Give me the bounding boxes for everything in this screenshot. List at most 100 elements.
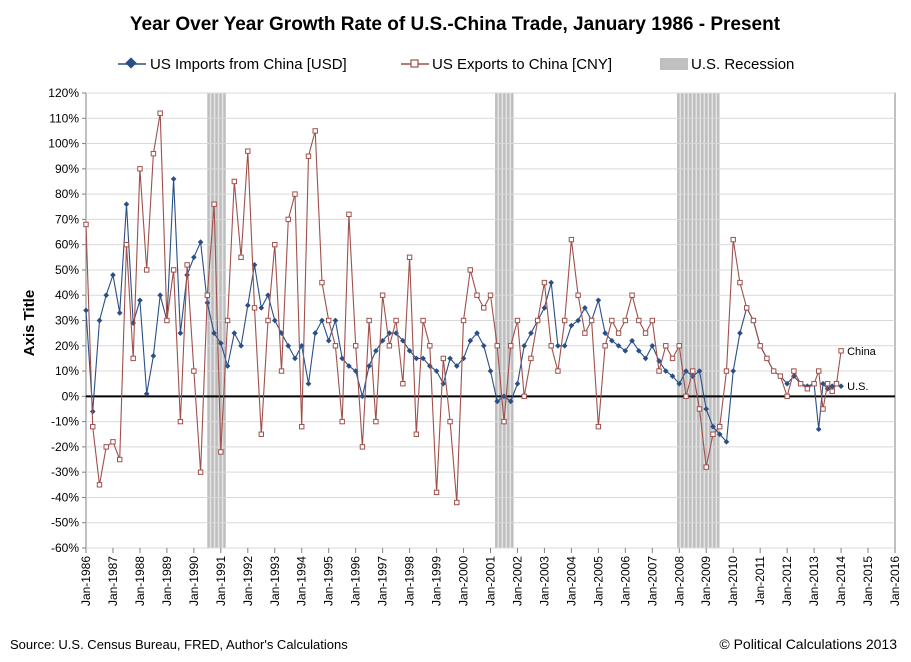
data-point-exports	[204, 292, 211, 298]
data-point-exports	[829, 388, 835, 394]
data-point-imports	[716, 431, 723, 438]
data-point-imports	[271, 317, 278, 324]
data-point-exports	[561, 317, 568, 324]
data-point-imports	[541, 305, 548, 311]
y-tick-label: 90%	[55, 162, 79, 176]
data-point-imports	[123, 201, 130, 208]
data-point-imports	[480, 342, 487, 349]
data-point-imports	[737, 330, 743, 336]
x-tick-label: Jan-2007	[645, 556, 659, 606]
data-point-exports	[211, 201, 217, 207]
x-tick-label: Jan-1999	[430, 556, 444, 606]
y-tick-label: 70%	[55, 212, 79, 226]
data-point-imports	[662, 368, 669, 374]
data-point-imports	[197, 239, 204, 245]
data-point-imports	[453, 363, 460, 369]
data-point-exports	[117, 456, 123, 463]
data-point-exports	[137, 166, 143, 172]
x-tick-label: Jan-1994	[295, 556, 309, 606]
data-point-exports	[683, 393, 689, 400]
data-point-imports	[582, 305, 588, 311]
data-point-exports	[534, 317, 541, 324]
data-point-imports	[373, 348, 379, 354]
data-point-exports	[130, 355, 136, 362]
data-point-imports	[157, 292, 163, 299]
x-tick-label: Jan-2015	[861, 556, 875, 606]
x-tick-label: Jan-1998	[403, 556, 417, 606]
data-point-exports	[474, 292, 480, 298]
data-point-exports	[602, 343, 608, 349]
data-point-exports	[833, 380, 840, 387]
data-point-exports	[629, 292, 635, 298]
data-point-exports	[278, 368, 285, 374]
x-tick-label: Jan-2004	[564, 556, 578, 606]
data-point-exports	[184, 262, 190, 268]
data-point-imports	[815, 426, 822, 433]
data-point-imports	[723, 439, 730, 445]
y-tick-label: 30%	[55, 314, 79, 328]
x-tick-label: Jan-2001	[484, 556, 498, 606]
data-point-exports	[319, 279, 325, 286]
data-point-imports	[359, 393, 366, 400]
data-point-exports	[467, 267, 473, 273]
data-point-exports	[487, 292, 494, 298]
data-point-imports	[238, 342, 244, 349]
data-point-imports	[265, 292, 271, 299]
data-point-exports	[305, 153, 312, 159]
data-point-exports	[96, 482, 103, 488]
legend-imports-marker	[125, 57, 137, 69]
y-tick-label: 10%	[55, 364, 79, 378]
data-point-imports	[116, 310, 123, 316]
legend-recession-swatch	[660, 58, 688, 70]
data-point-imports	[143, 390, 150, 397]
y-tick-label: 100%	[48, 137, 79, 151]
data-point-exports	[669, 355, 676, 362]
x-tick-label: Jan-1986	[79, 556, 93, 606]
data-point-exports	[386, 343, 393, 349]
data-point-exports	[393, 317, 399, 324]
data-point-exports	[642, 330, 649, 336]
data-point-exports	[663, 343, 669, 349]
y-tick-label: 40%	[55, 288, 79, 302]
y-tick-label: 50%	[55, 263, 79, 277]
data-point-exports	[231, 178, 238, 185]
data-point-exports	[757, 343, 763, 349]
legend-imports-label: US Imports from China [USD]	[150, 56, 347, 73]
data-point-exports	[717, 423, 723, 430]
data-point-imports	[406, 348, 413, 354]
data-point-exports	[366, 317, 372, 324]
data-point-exports	[83, 221, 89, 228]
data-point-imports	[622, 348, 629, 354]
data-point-exports	[406, 254, 413, 261]
data-point-imports	[366, 363, 372, 369]
data-point-exports	[514, 317, 521, 324]
data-point-exports	[770, 368, 777, 374]
data-point-imports	[696, 368, 703, 374]
data-point-exports	[750, 317, 757, 324]
data-point-exports	[494, 343, 500, 349]
data-point-exports	[656, 368, 662, 374]
y-tick-label: -10%	[51, 415, 79, 429]
data-point-exports	[352, 343, 359, 349]
y-tick-label: 110%	[49, 111, 79, 125]
data-point-exports	[595, 423, 602, 430]
data-point-imports	[110, 272, 116, 278]
data-point-exports	[568, 236, 575, 243]
data-point-exports	[164, 317, 170, 324]
data-point-imports	[224, 363, 231, 369]
data-point-imports	[467, 337, 474, 344]
x-tick-label: Jan-2002	[510, 556, 524, 606]
data-point-exports	[272, 241, 278, 248]
data-point-exports	[622, 317, 629, 324]
data-point-exports	[575, 292, 581, 298]
data-point-imports	[568, 322, 575, 329]
data-point-imports	[191, 254, 197, 261]
data-point-imports	[642, 355, 649, 362]
data-point-exports	[588, 317, 595, 324]
y-tick-label: -60%	[51, 541, 79, 555]
data-point-exports	[548, 343, 554, 349]
data-point-imports	[528, 330, 534, 336]
x-tick-label: Jan-1995	[322, 556, 336, 606]
data-point-exports	[824, 380, 831, 387]
data-point-exports	[413, 431, 420, 437]
